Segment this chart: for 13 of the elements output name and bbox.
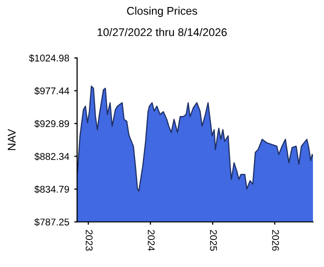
x-tick-label: 2026 <box>272 230 279 251</box>
y-tick-label: $787.25 <box>34 218 70 226</box>
x-tick-label: 2025 <box>210 230 217 251</box>
y-tick-label: $834.79 <box>34 185 70 194</box>
y-tick-label: $882.34 <box>34 152 70 160</box>
chart-subtitle: 10/27/2022 thru 8/14/2026 <box>98 28 227 36</box>
y-tick-label: $929.89 <box>34 120 70 128</box>
y-tick-label: $977.44 <box>34 87 70 95</box>
x-tick-label: 2023 <box>86 230 93 251</box>
x-tick-label: 2024 <box>148 230 155 251</box>
chart-title: Closing Prices <box>127 6 198 17</box>
y-tick-label: $1024.98 <box>29 54 70 62</box>
y-axis-title: NAV <box>8 128 16 150</box>
